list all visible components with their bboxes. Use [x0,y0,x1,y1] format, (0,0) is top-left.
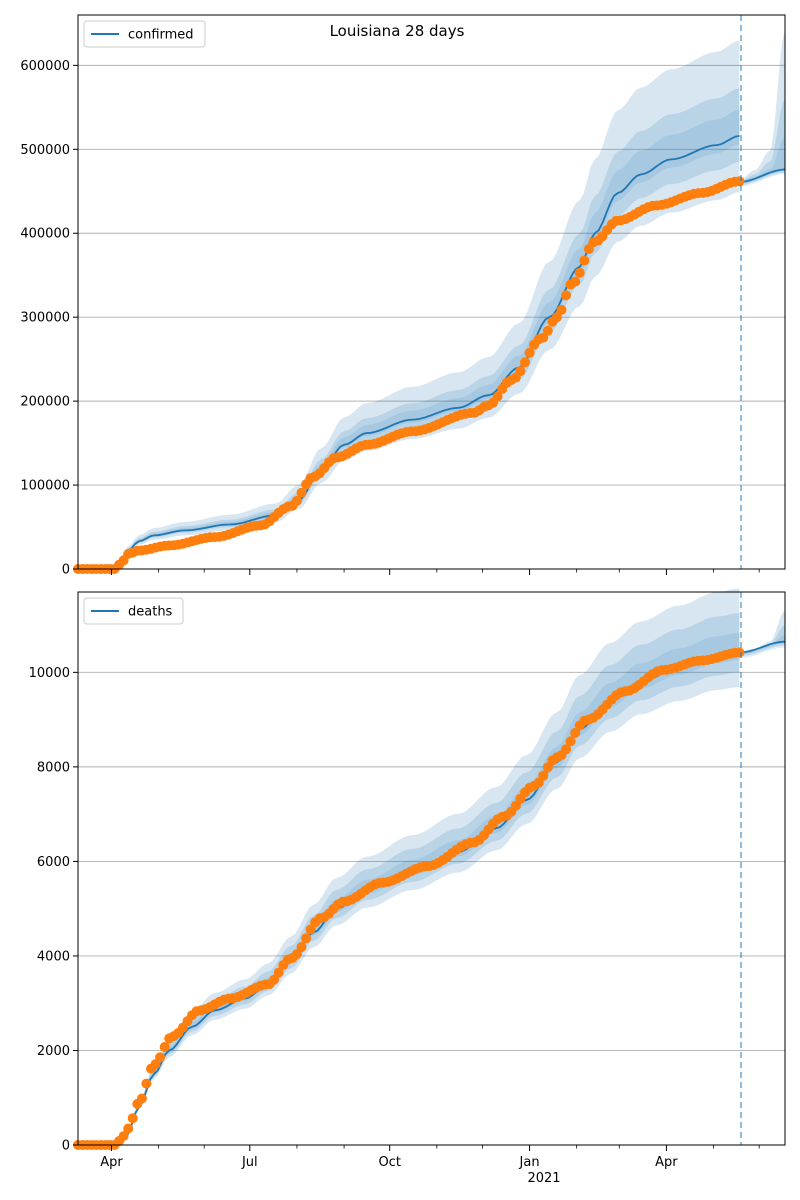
deaths-panel: 0 2000 4000 6000 8000 10000 Apr Jul Oct Jan Apr 2… [29,588,786,1186]
y-tick-label: 600000 [20,59,70,74]
forecast-band [739,98,785,186]
observed-point [296,487,307,498]
observed-point [538,770,549,781]
confidence-band [78,588,740,1145]
observed-markers [73,647,745,1150]
observed-point [127,1113,138,1124]
forecast-series-line [739,640,786,654]
observed-point [556,304,567,315]
observed-point [118,1131,129,1142]
x-tick-label: Jan [519,1155,540,1170]
y-tick-label: 400000 [20,227,70,242]
observed-point [296,942,307,952]
observed-point [136,1093,147,1104]
observed-point [574,267,585,278]
y-axis: 0 2000 4000 6000 8000 10000 [29,666,78,1154]
observed-point [301,933,312,944]
y-tick-label: 8000 [37,760,70,775]
y-tick-label: 2000 [37,1044,70,1059]
y-tick-label: 0 [62,1139,70,1154]
y-tick-label: 100000 [20,479,70,494]
forecast-series-line [739,168,786,183]
model-line [78,135,786,570]
model-series-line [78,135,740,570]
observed-point [570,276,581,287]
observed-point [542,325,553,336]
observed-point [141,1078,152,1089]
observed-point [524,347,535,358]
observed-point [305,924,316,935]
x-tick-label: Apr [100,1155,123,1170]
observed-point [551,312,562,323]
forecast-band [739,634,785,659]
confidence-band [78,613,740,1145]
observed-point [269,974,280,985]
x-axis-year-label: 2021 [527,1171,560,1186]
observed-point [561,290,572,301]
forecast-band [739,31,785,184]
uncertainty-bands [78,31,785,570]
observed-point [155,1052,166,1063]
y-tick-label: 6000 [37,855,70,870]
y-tick-label: 200000 [20,395,70,410]
y-tick-label: 10000 [29,666,70,681]
observed-markers [73,176,745,574]
observed-point [492,391,503,402]
x-tick-label: Oct [378,1155,400,1170]
confirmed-panel: 0 100000 200000 300000 400000 500000 600000 Lo… [20,14,786,578]
chart-title: Louisiana 28 days [330,22,465,40]
grid [78,64,785,486]
legend-box [83,20,206,48]
x-axis [110,569,760,575]
y-tick-label: 500000 [20,143,70,158]
observed-point [565,736,576,747]
y-tick-label: 300000 [20,311,70,326]
observed-point [570,727,581,738]
axes-frame [77,591,786,1146]
legend-box [83,597,184,625]
observed-point [291,495,302,506]
axes-frame [77,14,786,570]
x-tick-label: Jul [241,1155,258,1170]
observed-point [159,1042,170,1052]
legend: deaths [83,597,184,625]
confidence-band [78,88,740,569]
observed-point [579,255,590,266]
observed-point [273,967,284,978]
x-axis: Apr Jul Oct Jan Apr [100,1145,760,1170]
confidence-band [78,40,740,570]
confidence-band [78,109,740,570]
y-tick-label: 0 [62,563,70,578]
legend-label: deaths [128,605,173,620]
observed-point [515,366,526,377]
observed-point [123,1123,134,1134]
y-axis: 0 100000 200000 300000 400000 500000 600000 [20,59,78,578]
observed-point [520,357,530,368]
observed-point [734,647,745,658]
forecast-band [739,136,785,187]
x-tick-label: Apr [655,1155,678,1170]
observed-point [561,744,572,755]
plot-area [78,15,785,569]
legend-label: confirmed [128,28,194,43]
legend: confirmed [83,20,206,48]
observed-point [734,176,745,187]
y-tick-label: 4000 [37,949,70,964]
observed-point [291,949,302,960]
